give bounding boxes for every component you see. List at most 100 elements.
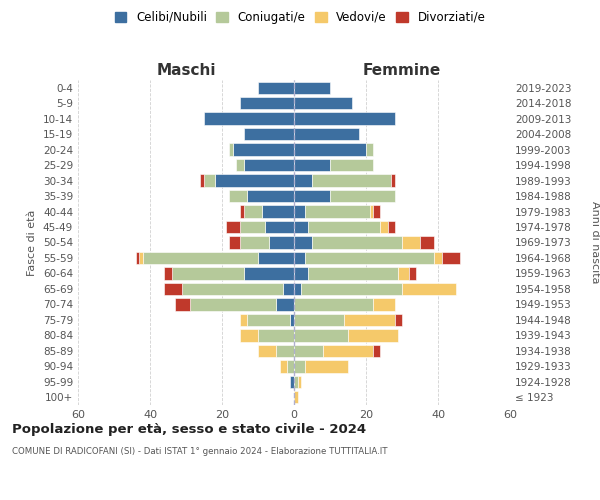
Bar <box>398 268 409 280</box>
Bar <box>434 252 442 264</box>
Bar <box>143 252 258 264</box>
Bar <box>244 268 294 280</box>
Bar <box>373 298 395 310</box>
Bar <box>200 174 204 187</box>
Bar <box>236 159 244 172</box>
Bar <box>294 282 301 295</box>
Bar <box>258 252 294 264</box>
Bar <box>395 314 402 326</box>
Bar <box>240 329 258 342</box>
Bar <box>226 221 240 233</box>
Bar <box>244 159 294 172</box>
Bar <box>240 236 269 248</box>
Bar <box>269 236 294 248</box>
Bar <box>215 174 294 187</box>
Bar <box>294 128 359 140</box>
Bar <box>164 282 182 295</box>
Bar <box>240 97 294 110</box>
Bar <box>294 252 305 264</box>
Bar <box>182 282 283 295</box>
Bar <box>294 144 366 156</box>
Bar <box>373 344 380 357</box>
Bar <box>265 221 294 233</box>
Bar <box>283 282 294 295</box>
Bar <box>276 298 294 310</box>
Text: Maschi: Maschi <box>156 64 216 78</box>
Bar <box>294 221 308 233</box>
Bar <box>402 236 420 248</box>
Bar <box>391 174 395 187</box>
Bar <box>366 144 373 156</box>
Bar <box>294 298 373 310</box>
Bar <box>240 206 244 218</box>
Bar <box>262 206 294 218</box>
Bar <box>204 174 215 187</box>
Bar <box>294 159 330 172</box>
Bar <box>373 206 380 218</box>
Y-axis label: Fasce di età: Fasce di età <box>28 210 37 276</box>
Bar <box>276 344 294 357</box>
Bar <box>287 360 294 372</box>
Bar <box>312 174 391 187</box>
Bar <box>294 82 330 94</box>
Bar <box>233 144 294 156</box>
Bar <box>294 97 352 110</box>
Bar <box>312 236 402 248</box>
Bar <box>172 268 244 280</box>
Bar <box>380 221 388 233</box>
Bar <box>348 329 398 342</box>
Bar <box>190 298 276 310</box>
Bar <box>294 344 323 357</box>
Bar <box>305 206 370 218</box>
Text: Femmine: Femmine <box>363 64 441 78</box>
Bar <box>305 252 434 264</box>
Bar <box>290 314 294 326</box>
Bar <box>370 206 373 218</box>
Bar <box>323 344 373 357</box>
Bar <box>240 221 265 233</box>
Bar <box>301 282 402 295</box>
Bar <box>344 314 395 326</box>
Bar <box>175 298 190 310</box>
Bar <box>294 206 305 218</box>
Bar <box>280 360 287 372</box>
Bar <box>402 282 456 295</box>
Bar <box>294 329 348 342</box>
Bar <box>409 268 416 280</box>
Bar <box>164 268 172 280</box>
Bar <box>308 268 398 280</box>
Bar <box>240 314 247 326</box>
Bar <box>308 221 380 233</box>
Bar <box>294 174 312 187</box>
Bar <box>305 360 348 372</box>
Bar <box>247 190 294 202</box>
Bar <box>294 360 305 372</box>
Bar <box>298 376 301 388</box>
Bar <box>294 112 395 125</box>
Bar <box>244 206 262 218</box>
Bar <box>229 236 240 248</box>
Bar <box>442 252 460 264</box>
Bar <box>229 144 233 156</box>
Bar <box>330 159 373 172</box>
Bar <box>294 376 298 388</box>
Bar <box>294 391 298 404</box>
Text: COMUNE DI RADICOFANI (SI) - Dati ISTAT 1° gennaio 2024 - Elaborazione TUTTITALIA: COMUNE DI RADICOFANI (SI) - Dati ISTAT 1… <box>12 448 388 456</box>
Bar <box>244 128 294 140</box>
Bar <box>290 376 294 388</box>
Text: Popolazione per età, sesso e stato civile - 2024: Popolazione per età, sesso e stato civil… <box>12 422 366 436</box>
Bar <box>294 314 344 326</box>
Bar <box>247 314 290 326</box>
Bar <box>330 190 395 202</box>
Bar <box>420 236 434 248</box>
Bar <box>388 221 395 233</box>
Legend: Celibi/Nubili, Coniugati/e, Vedovi/e, Divorziati/e: Celibi/Nubili, Coniugati/e, Vedovi/e, Di… <box>112 8 488 26</box>
Bar <box>136 252 139 264</box>
Bar <box>294 190 330 202</box>
Bar <box>294 268 308 280</box>
Bar <box>139 252 143 264</box>
Y-axis label: Anni di nascita: Anni di nascita <box>590 201 599 284</box>
Bar <box>258 329 294 342</box>
Bar <box>258 82 294 94</box>
Bar <box>258 344 276 357</box>
